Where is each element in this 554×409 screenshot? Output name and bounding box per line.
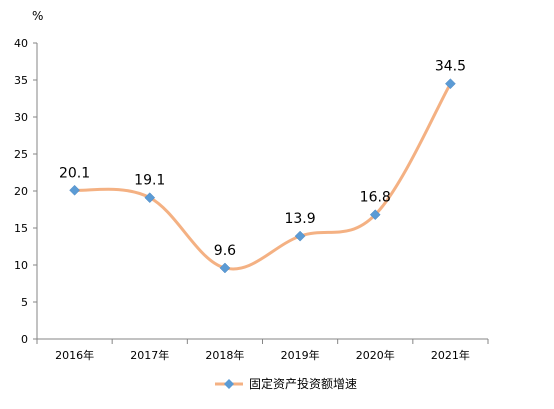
data-label: 9.6 [214,243,236,259]
x-tick-label: 2020年 [356,348,395,362]
data-point-marker [219,262,231,274]
data-label: 13.9 [284,211,315,227]
legend-marker-swatch [224,379,234,389]
series-line [73,82,452,271]
data-label: 19.1 [134,173,165,189]
data-point-marker [369,209,381,221]
data-label: 20.1 [59,165,90,181]
x-tick-label: 2019年 [281,348,320,362]
data-point-marker [445,78,456,90]
y-tick-label: 35 [14,74,28,87]
data-point-marker [144,192,156,204]
y-tick-label: 5 [21,296,28,309]
y-tick-label: 40 [14,37,28,50]
x-tick-label: 2016年 [55,348,94,362]
data-point-marker [294,230,306,242]
x-axis: 2016年 2017年 2018年 2019年 2020年 2021年 [36,338,489,362]
y-tick-label: 20 [14,185,28,198]
legend-label: 固定资产投资额增速 [249,376,357,391]
legend: 固定资产投资额增速 [215,376,357,391]
y-tick-label: 30 [14,111,28,124]
x-tick-label: 2021年 [431,348,470,362]
data-point-marker [69,184,80,196]
y-axis-unit: % [32,9,43,23]
y-axis: 0 5 10 15 20 25 30 35 40 [14,37,38,346]
series-layer: 20.1 19.1 9.6 13.9 16.8 34.5 [59,59,466,274]
y-tick-label: 10 [14,259,28,272]
x-tick-label: 2017年 [130,348,169,362]
y-tick-label: 0 [21,333,28,346]
y-tick-label: 25 [14,148,28,161]
x-tick-label: 2018年 [205,348,244,362]
data-label: 16.8 [360,190,391,206]
y-tick-label: 15 [14,222,28,235]
data-label: 34.5 [435,59,466,75]
